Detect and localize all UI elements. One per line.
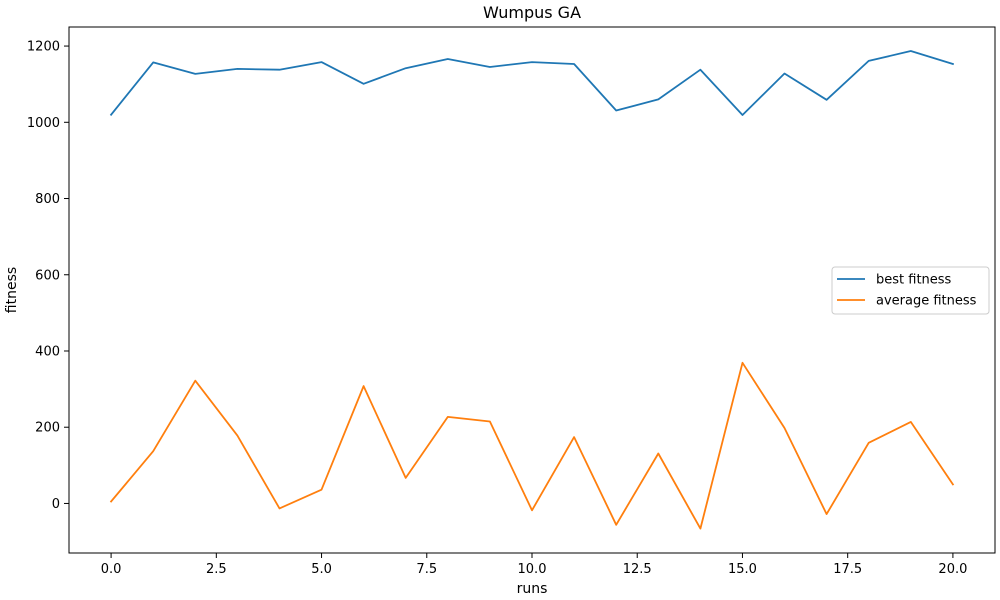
y-tick-label: 400 xyxy=(35,344,60,359)
x-tick-label: 5.0 xyxy=(311,562,332,577)
x-tick-label: 17.5 xyxy=(833,562,862,577)
x-tick-label: 10.0 xyxy=(518,562,547,577)
legend-label: average fitness xyxy=(876,294,977,309)
x-axis-label: runs xyxy=(517,581,548,597)
y-tick-label: 1200 xyxy=(27,40,60,55)
series-layer xyxy=(109,50,955,530)
y-tick-label: 200 xyxy=(35,421,60,436)
x-tick-label: 0.0 xyxy=(101,562,122,577)
y-axis: 0 200 400 600 800 1000 1200 xyxy=(27,40,69,512)
x-tick-label: 2.5 xyxy=(206,562,227,577)
x-axis: 0.0 2.5 5.0 7.5 10.0 12.5 15.0 17.5 20.0 xyxy=(101,553,967,577)
y-tick-label: 800 xyxy=(35,192,60,207)
legend: best fitness average fitness xyxy=(831,266,990,315)
chart-title: Wumpus GA xyxy=(483,3,581,22)
x-tick-label: 15.0 xyxy=(728,562,757,577)
y-tick-label: 1000 xyxy=(27,116,60,131)
x-tick-label: 20.0 xyxy=(938,562,967,577)
y-tick-label: 600 xyxy=(35,268,60,283)
series-line-1 xyxy=(109,361,955,530)
series-line-0 xyxy=(109,50,955,116)
x-tick-label: 7.5 xyxy=(416,562,437,577)
legend-box xyxy=(831,266,990,315)
y-tick-label: 0 xyxy=(52,497,60,512)
x-tick-label: 12.5 xyxy=(623,562,652,577)
legend-label: best fitness xyxy=(876,273,952,288)
y-axis-label: fitness xyxy=(4,267,20,313)
